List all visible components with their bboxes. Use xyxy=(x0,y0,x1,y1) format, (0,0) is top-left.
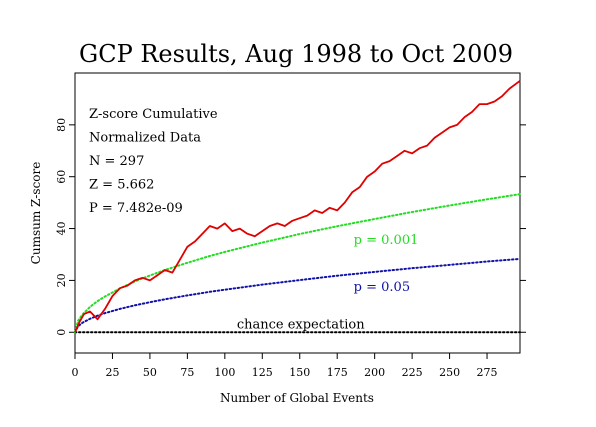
series-layer xyxy=(74,80,521,334)
x-tick-label: 275 xyxy=(477,366,498,379)
x-tick-label: 0 xyxy=(72,366,79,379)
info-line: Z-score Cumulative xyxy=(89,107,218,122)
y-tick-label: 0 xyxy=(55,329,68,336)
x-tick-label: 25 xyxy=(105,366,119,379)
x-tick-label: 225 xyxy=(402,366,423,379)
info-block: Z-score Cumulative Normalized Data N = 297… xyxy=(89,107,218,216)
series-line-1 xyxy=(74,193,521,334)
x-tick-label: 100 xyxy=(214,366,235,379)
y-tick-label: 20 xyxy=(55,273,68,287)
x-tick-label: 50 xyxy=(143,366,157,379)
annotation: p = 0.05 xyxy=(354,280,410,295)
annotation: p = 0.001 xyxy=(354,233,419,248)
info-line: N = 297 xyxy=(89,154,144,169)
annotations: p = 0.001 p = 0.05 chance expectation xyxy=(237,233,419,332)
x-tick-label: 250 xyxy=(439,366,460,379)
y-tick-label: 80 xyxy=(55,118,68,132)
x-axis: 0 25 50 75 100 125 150 175 200 225 250 275 xyxy=(72,353,498,379)
y-axis: 0 20 40 60 80 xyxy=(55,118,75,336)
chart-title: GCP Results, Aug 1998 to Oct 2009 xyxy=(79,40,513,68)
annotation: chance expectation xyxy=(237,317,365,332)
y-axis-label: Cumsum Z-score xyxy=(29,162,43,265)
x-tick-label: 200 xyxy=(364,366,385,379)
info-line: P = 7.482e-09 xyxy=(89,201,183,216)
y-tick-label: 40 xyxy=(55,222,68,236)
y-tick-label: 60 xyxy=(55,170,68,184)
y-axis-right xyxy=(520,124,526,333)
series-line-2 xyxy=(74,257,521,334)
x-tick-label: 75 xyxy=(180,366,194,379)
series-line-0 xyxy=(74,80,521,333)
info-line: Normalized Data xyxy=(89,131,201,146)
info-line: Z = 5.662 xyxy=(89,178,154,193)
x-axis-label: Number of Global Events xyxy=(220,391,374,405)
x-tick-label: 125 xyxy=(252,366,273,379)
x-tick-label: 175 xyxy=(327,366,348,379)
plot-frame xyxy=(74,72,521,354)
x-tick-label: 150 xyxy=(289,366,310,379)
